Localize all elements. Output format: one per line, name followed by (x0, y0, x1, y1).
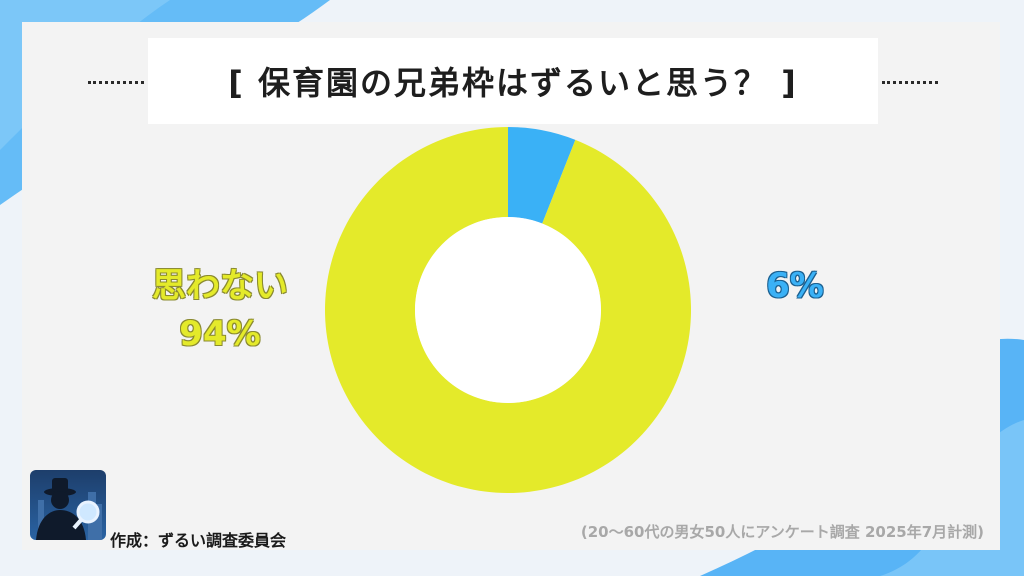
label-no: 思わない 94% (120, 262, 320, 358)
donut-hole (415, 217, 601, 403)
label-no-pct: 94% (179, 314, 261, 354)
survey-note: (20〜60代の男女50人にアンケート調査 2025年7月計測) (580, 523, 984, 541)
logo (30, 470, 106, 540)
title-divider-right (882, 81, 938, 84)
title-box: [ 保育園の兄弟枠はずるいと思う？ ] (148, 38, 878, 124)
credit-text: 作成：ずるい調査委員会 (110, 531, 287, 550)
donut-slice-1 (325, 127, 691, 494)
label-no-text: 思わない (152, 266, 288, 306)
donut-slice-0 (508, 127, 576, 224)
title-divider-left (88, 81, 144, 84)
detective-magnifier-icon (36, 478, 102, 540)
label-yes-pct: 6% (766, 266, 824, 306)
chart-title: [ 保育園の兄弟枠はずるいと思う？ ] (228, 64, 798, 102)
